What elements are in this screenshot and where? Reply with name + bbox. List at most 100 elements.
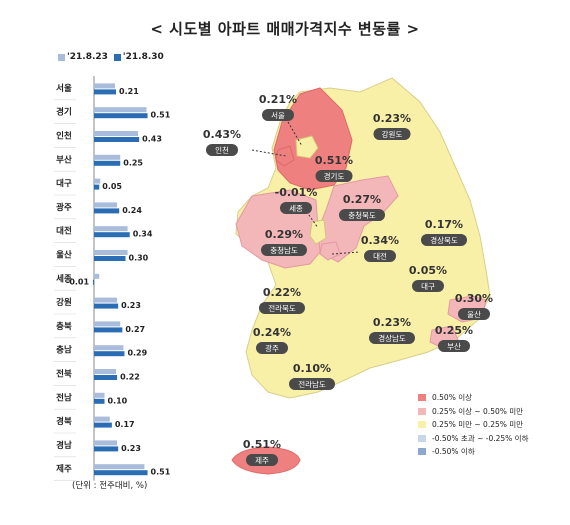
category-label: 경북 <box>56 416 72 427</box>
leader-line-incheon <box>251 149 287 157</box>
map-region-pill <box>458 308 490 320</box>
legend-swatch-prev <box>58 53 65 61</box>
bar-prev <box>94 345 124 351</box>
map-value: 0.17% <box>425 218 463 231</box>
category-label: 인천 <box>56 131 72 142</box>
map-value: 0.51% <box>243 438 281 451</box>
map-region-pill <box>261 244 307 256</box>
map-legend-swatch-4 <box>418 434 426 442</box>
map-value: 0.23% <box>373 112 411 125</box>
map-labels: 0.21% 서울 0.43% 인천 0.51% 경기도 0.23% 강원도 -0.01% 세종 0.… <box>203 93 493 466</box>
unit-note: (단위 : 전주대비, %) <box>72 481 148 491</box>
chart-title: < 시도별 아파트 매매가격지수 변동률 > <box>150 20 420 38</box>
data-label: 0.29 <box>127 349 147 358</box>
map-value: 0.24% <box>253 326 291 339</box>
data-label: 0.24 <box>122 206 142 215</box>
map-region-name: 광주 <box>265 343 279 353</box>
bar-curr <box>94 208 120 214</box>
map-region-pill <box>369 332 415 344</box>
legend-label-prev: '21.8.23 <box>67 52 108 62</box>
bar-prev <box>94 154 121 160</box>
map-value: 0.43% <box>203 128 241 141</box>
map-region-name: 부산 <box>447 341 461 351</box>
bar-curr <box>94 470 148 476</box>
bar-curr <box>94 375 118 380</box>
bar-prev <box>94 202 118 208</box>
bar-prev <box>94 83 115 89</box>
category-label: 경기 <box>56 107 72 118</box>
data-label: 0.30 <box>129 254 149 263</box>
data-label: 0.17 <box>115 420 135 429</box>
map-value: 0.34% <box>361 234 399 247</box>
bar-curr <box>92 279 94 285</box>
map-region-daejeon <box>319 241 341 261</box>
map-region-pill <box>373 128 411 140</box>
bar-curr <box>94 184 100 190</box>
bar-curr <box>94 351 125 357</box>
category-label: 전북 <box>56 369 72 380</box>
category-label: 광주 <box>56 202 72 213</box>
category-label: 충북 <box>56 321 72 332</box>
map-region-name: 충청남도 <box>270 246 298 255</box>
map-region-pill <box>246 454 278 466</box>
map-legend-row-1: 0.50% 이상 <box>418 391 528 405</box>
map-value: 0.22% <box>263 286 301 299</box>
map-region-pill <box>421 234 467 246</box>
leader-line-seoul <box>287 121 303 147</box>
map-value: 0.27% <box>343 193 381 206</box>
map-legend-row-5: -0.50% 이하 <box>418 445 528 459</box>
category-label: 충남 <box>56 345 72 356</box>
bar-prev <box>94 107 147 113</box>
map-region-name: 강원도 <box>382 129 403 139</box>
bar-curr <box>94 89 117 95</box>
bar-prev <box>94 131 139 136</box>
data-label: 0.51 <box>151 111 171 120</box>
category-label: 서울 <box>56 83 72 94</box>
data-label: 0.34 <box>133 230 153 239</box>
bar-curr <box>94 446 119 452</box>
map-region-name: 경상남도 <box>378 333 406 343</box>
map-region-name: 대전 <box>373 251 387 261</box>
legend-item-prev: '21.8.23 <box>58 52 108 62</box>
bar-prev <box>94 226 128 232</box>
map-region-name: 제주 <box>255 456 269 465</box>
map-legend-swatch-5 <box>418 448 426 456</box>
map-legend-swatch-2 <box>418 407 426 415</box>
bar-curr <box>94 113 148 119</box>
map-region-name: 서울 <box>271 111 285 120</box>
map-region-name: 경상북도 <box>430 235 458 245</box>
map-region-pill <box>438 340 470 352</box>
map-region-pill <box>256 342 288 354</box>
data-label: 0.05 <box>102 182 122 191</box>
map-region-name: 충청북도 <box>348 211 376 220</box>
map-value: 0.23% <box>373 316 411 329</box>
map-legend-label-3: 0.25% 미만 ~ 0.25% 미만 <box>432 420 524 430</box>
data-label: 0.23 <box>121 301 141 310</box>
map-region-pill <box>412 280 444 292</box>
map-legend: 0.50% 이상 0.25% 이상 ~ 0.50% 미만 0.25% 미만 ~ … <box>418 391 528 459</box>
category-label: 전남 <box>56 392 72 403</box>
legend-item-curr: '21.8.30 <box>113 52 164 62</box>
legend-swatch-curr <box>113 53 121 61</box>
bar-prev <box>94 178 101 184</box>
data-label: 0.23 <box>121 444 141 453</box>
bar-prev <box>94 464 145 470</box>
map-value: 0.51% <box>315 154 353 167</box>
category-label: 대구 <box>56 178 72 189</box>
data-label: 0.51 <box>151 468 171 477</box>
map-region-pill <box>280 202 312 214</box>
map-region-seoul <box>295 135 319 159</box>
map-legend-label-4: -0.50% 초과 ~ -0.25% 이하 <box>432 433 529 443</box>
bar-prev <box>94 321 121 327</box>
map-region-name: 경기도 <box>324 171 345 181</box>
data-label: 0.27 <box>125 325 145 334</box>
bar-curr <box>94 422 112 428</box>
map-value: 0.30% <box>455 292 493 305</box>
bar-curr <box>94 137 140 142</box>
data-label: -0.01 <box>66 277 89 286</box>
bar-legend: '21.8.23 '21.8.30 <box>58 52 164 62</box>
map-legend-row-4: -0.50% 초과 ~ -0.25% 이하 <box>418 432 528 446</box>
bar-curr <box>94 160 121 166</box>
bar-prev <box>94 369 117 374</box>
